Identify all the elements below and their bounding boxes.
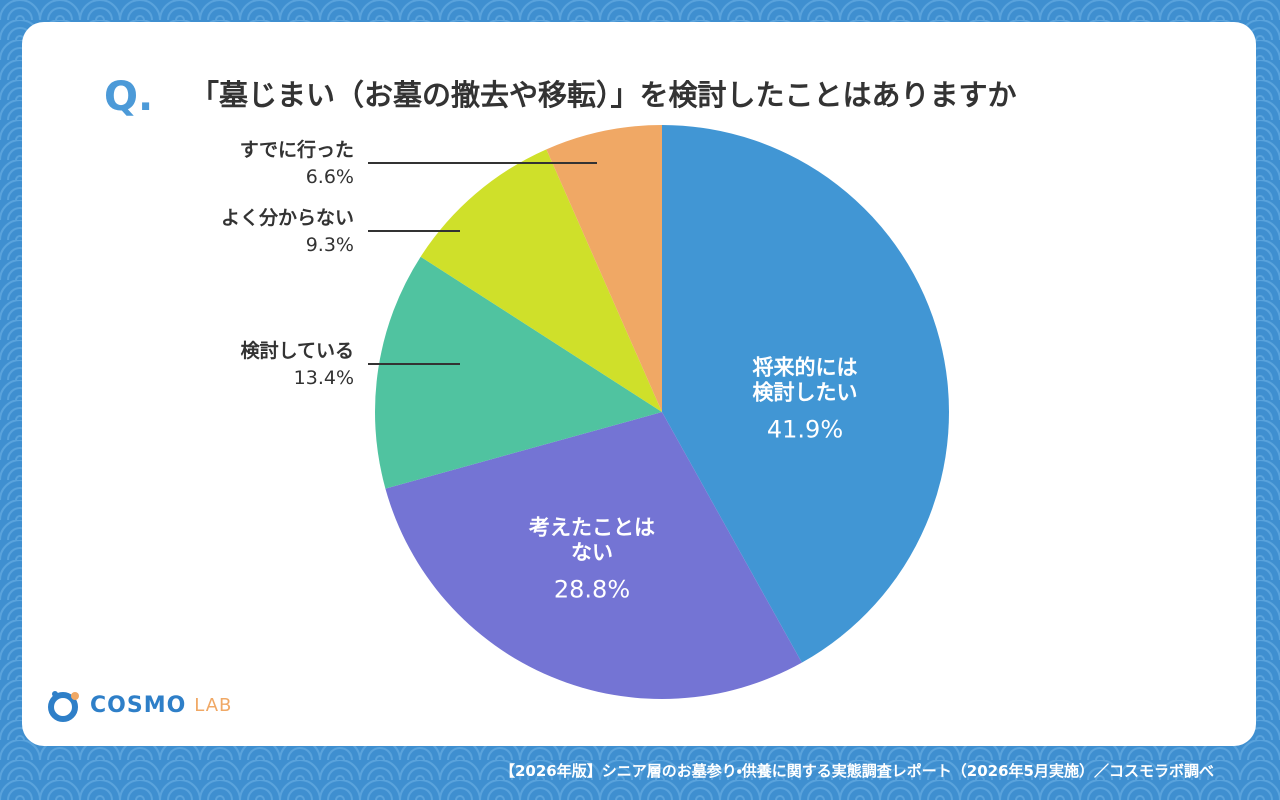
value-label: 13.4% xyxy=(293,366,354,389)
slice-label: 検討している 13.4% xyxy=(241,340,354,390)
slice-label: 考えたことは ない 28.8% xyxy=(529,515,655,604)
category-label: 検討している xyxy=(240,340,354,362)
slice-label: よく分からない 9.3% xyxy=(221,207,354,257)
category-label: よく分からない xyxy=(220,207,354,229)
logo-text: COSMO xyxy=(90,692,187,718)
question-mark: Q. xyxy=(104,74,154,120)
footer: 【2026年版】シニア層のお墓参り・供養に関する実態調査レポート（2026年5月… xyxy=(499,762,1214,780)
category-label: すでに行った xyxy=(239,139,354,161)
value-label: 6.6% xyxy=(305,165,354,188)
value-label: 41.9% xyxy=(766,415,844,444)
pie-slice xyxy=(546,125,662,412)
pie-slice xyxy=(375,256,662,489)
value-label: 9.3% xyxy=(305,233,354,256)
chart-title: 「墓じまい（お墓の撤去や移転）」を検討したことはありますか xyxy=(190,78,1017,112)
slice-label: すでに行った 6.6% xyxy=(240,139,354,189)
logo-text: LAB xyxy=(194,694,233,716)
category-label: 考えたことは ない xyxy=(529,515,655,565)
category-label: 将来的には 検討したい xyxy=(752,355,858,405)
logo: COSMO LAB xyxy=(48,688,232,722)
pie-slice xyxy=(420,149,662,412)
pie-slice xyxy=(385,412,802,699)
value-label: 28.8% xyxy=(553,575,631,604)
pie-slice xyxy=(662,125,950,663)
slice-label: 将来的には 検討したい 41.9% xyxy=(753,355,858,444)
logo-icon xyxy=(48,691,79,722)
